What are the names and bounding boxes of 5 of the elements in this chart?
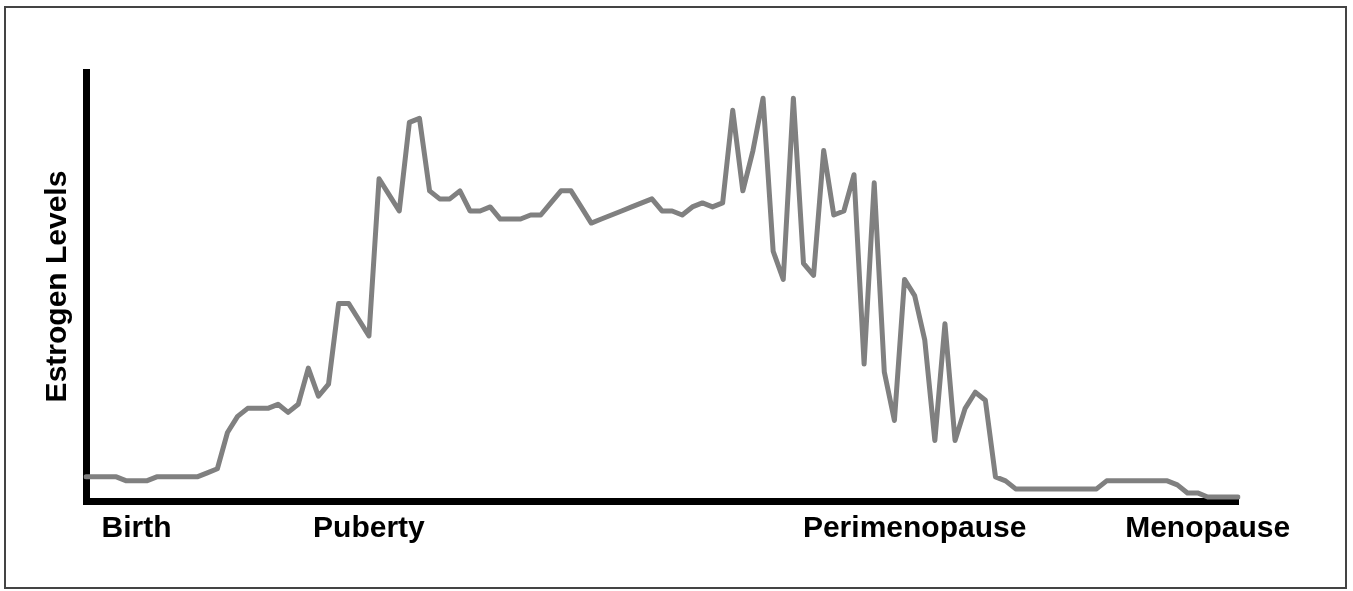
- x-tick-label: Menopause: [1125, 510, 1291, 544]
- x-tick-label: Birth: [101, 510, 172, 544]
- y-axis-title: Estrogen Levels: [39, 170, 73, 403]
- x-tick-label: Puberty: [313, 510, 426, 544]
- x-tick-label: Perimenopause: [802, 510, 1027, 544]
